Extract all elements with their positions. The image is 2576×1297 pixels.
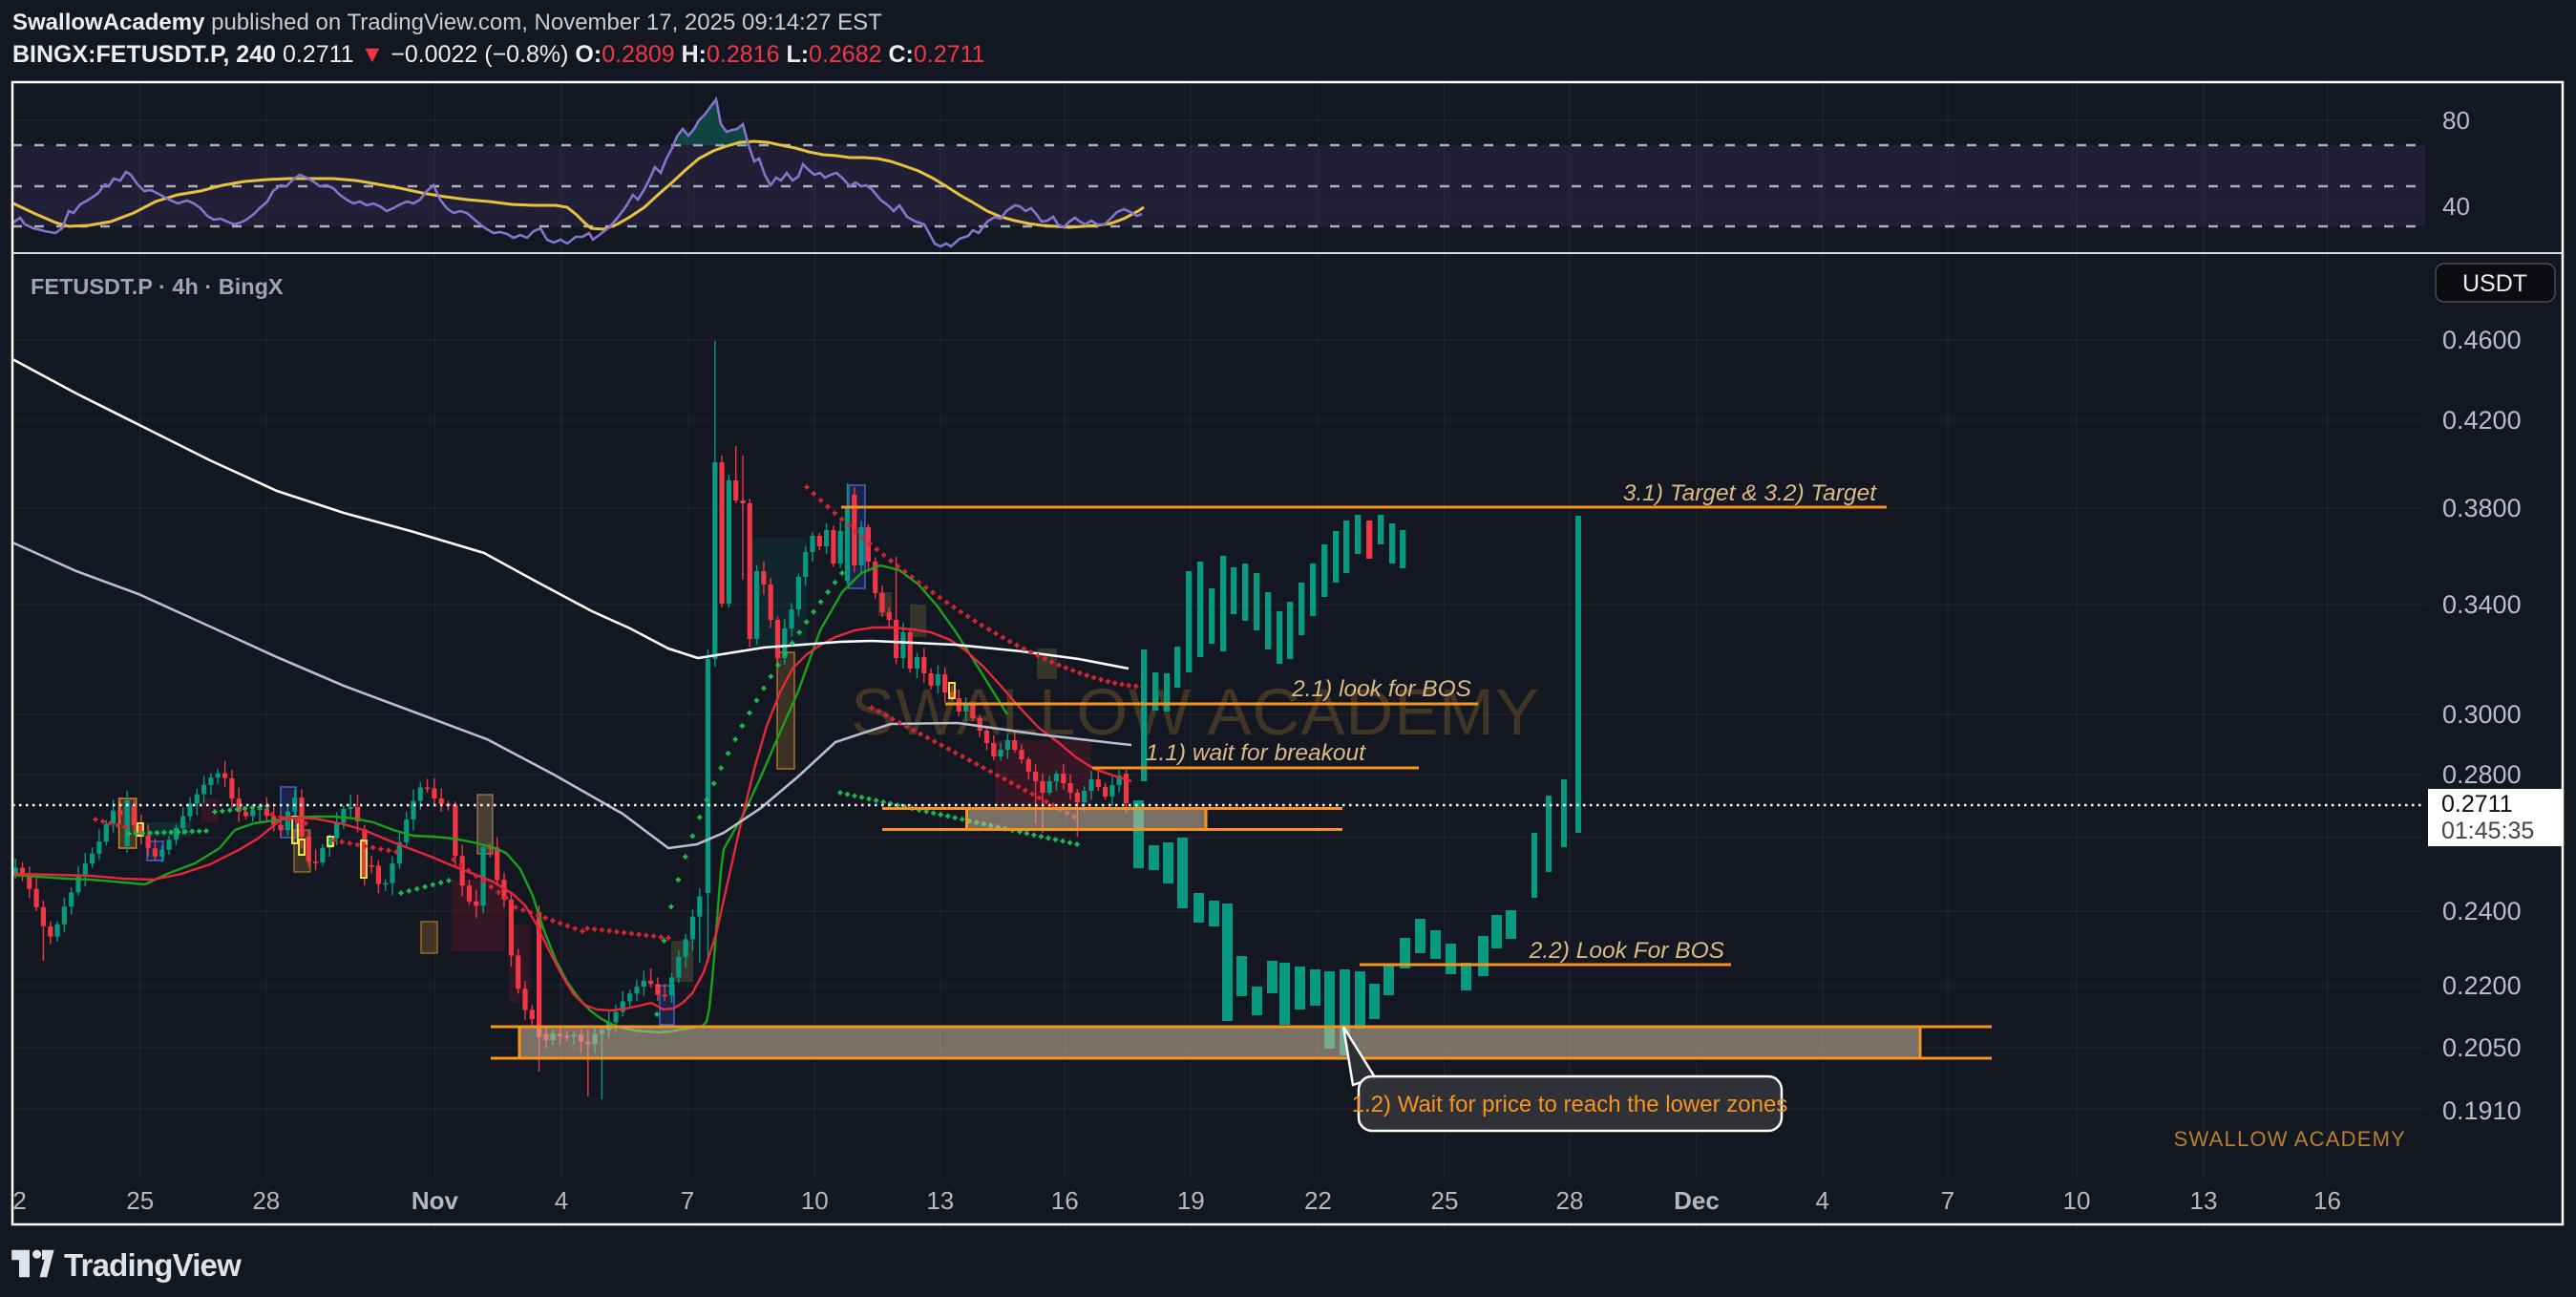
svg-text:10: 10 bbox=[2063, 1186, 2091, 1215]
svg-text:13: 13 bbox=[2190, 1186, 2218, 1215]
svg-text:0.3800: 0.3800 bbox=[2442, 494, 2522, 522]
svg-text:SwallowAcademy published on Tr: SwallowAcademy published on TradingView.… bbox=[12, 10, 882, 35]
svg-text:0.2400: 0.2400 bbox=[2442, 897, 2522, 925]
svg-text:13: 13 bbox=[926, 1186, 954, 1215]
svg-text:4: 4 bbox=[1815, 1186, 1828, 1215]
svg-text:7: 7 bbox=[681, 1186, 694, 1215]
svg-text:10: 10 bbox=[801, 1186, 829, 1215]
svg-text:1.2) Wait for price to reach t: 1.2) Wait for price to reach the lower z… bbox=[1352, 1092, 1788, 1117]
svg-text:USDT: USDT bbox=[2462, 270, 2527, 297]
svg-text:7: 7 bbox=[1941, 1186, 1954, 1215]
svg-text:28: 28 bbox=[252, 1186, 280, 1215]
svg-text:0.2711: 0.2711 bbox=[2441, 791, 2513, 818]
svg-text:3.1) Target & 3.2) Target: 3.1) Target & 3.2) Target bbox=[1623, 480, 1877, 506]
svg-text:0.2050: 0.2050 bbox=[2442, 1033, 2522, 1062]
svg-text:19: 19 bbox=[1177, 1186, 1205, 1215]
svg-text:SWALLOW ACADEMY: SWALLOW ACADEMY bbox=[2174, 1127, 2406, 1151]
svg-text:0.4600: 0.4600 bbox=[2442, 326, 2522, 354]
svg-text:16: 16 bbox=[1051, 1186, 1079, 1215]
svg-text:1.1) wait for breakout: 1.1) wait for breakout bbox=[1146, 740, 1366, 766]
svg-text:FETUSDT.P · 4h · BingX: FETUSDT.P · 4h · BingX bbox=[31, 274, 284, 299]
svg-text:28: 28 bbox=[1556, 1186, 1584, 1215]
svg-text:40: 40 bbox=[2442, 192, 2470, 221]
svg-text:2.1) look for BOS: 2.1) look for BOS bbox=[1291, 676, 1472, 702]
svg-text:BINGX:FETUSDT.P, 240 0.2711 ▼: BINGX:FETUSDT.P, 240 0.2711 ▼ −0.0022 (−… bbox=[12, 41, 984, 68]
svg-text:0.4200: 0.4200 bbox=[2442, 406, 2522, 435]
svg-text:16: 16 bbox=[2313, 1186, 2341, 1215]
svg-text:25: 25 bbox=[126, 1186, 154, 1215]
svg-text:0.3400: 0.3400 bbox=[2442, 590, 2522, 619]
svg-text:Dec: Dec bbox=[1674, 1186, 1720, 1215]
svg-text:0.1910: 0.1910 bbox=[2442, 1096, 2522, 1125]
svg-text:0.2200: 0.2200 bbox=[2442, 971, 2522, 1000]
svg-text:80: 80 bbox=[2442, 106, 2470, 135]
svg-text:22: 22 bbox=[1304, 1186, 1332, 1215]
svg-text:01:45:35: 01:45:35 bbox=[2441, 818, 2534, 844]
svg-text:0.3000: 0.3000 bbox=[2442, 700, 2522, 729]
svg-text:Nov: Nov bbox=[412, 1186, 459, 1215]
svg-text:TradingView: TradingView bbox=[64, 1247, 242, 1283]
svg-text:0.2800: 0.2800 bbox=[2442, 760, 2522, 789]
svg-text:2: 2 bbox=[12, 1186, 26, 1215]
svg-text:25: 25 bbox=[1431, 1186, 1459, 1215]
svg-text:2.2) Look For BOS: 2.2) Look For BOS bbox=[1529, 938, 1725, 964]
svg-text:4: 4 bbox=[555, 1186, 568, 1215]
